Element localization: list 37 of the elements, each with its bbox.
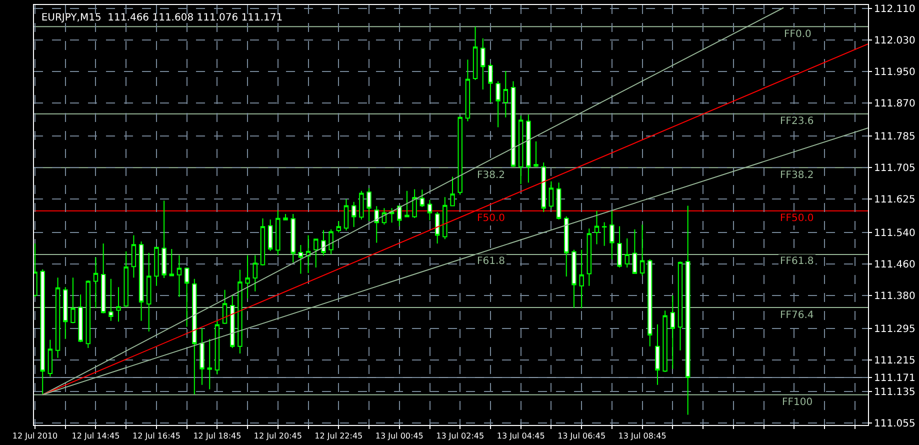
ref-line-label: FF23.6 <box>780 116 814 127</box>
x-tick-label: 12 Jul 2010 <box>12 432 58 441</box>
x-tick-label: 13 Jul 04:45 <box>496 432 545 441</box>
x-tick-label: 12 Jul 22:45 <box>314 432 363 441</box>
y-tick-label: 111.950 <box>874 66 916 78</box>
x-tick-label: 13 Jul 02:45 <box>436 432 484 441</box>
y-tick-label: 111.135 <box>874 387 916 398</box>
ref-line-label: FF0.0 <box>784 29 812 40</box>
y-tick-label: 111.625 <box>874 194 916 206</box>
ref-line-label: FF38.2 <box>780 170 814 181</box>
x-tick-label: 12 Jul 18:45 <box>193 432 242 441</box>
y-tick-label: 111.380 <box>874 290 916 302</box>
text: EURJPY,M15 111.466 111.608 111.076 111.171 <box>41 12 283 24</box>
y-tick-label: 112.030 <box>874 35 916 46</box>
y-tick-label: 111.460 <box>874 259 916 270</box>
x-tick-label: 12 Jul 20:45 <box>254 432 302 441</box>
x-tick-label: 12 Jul 16:45 <box>132 432 180 441</box>
x-tick-label: 13 Jul 08:45 <box>618 432 666 441</box>
annotation: F38.2 <box>477 170 506 181</box>
y-tick-label: 111.705 <box>874 163 916 174</box>
ref-line-label: FF50.0 <box>780 213 814 224</box>
x-tick-label: 13 Jul 00:45 <box>375 432 424 441</box>
annotation: F50.0 <box>477 213 506 224</box>
y-tick-label: 111.215 <box>874 356 916 367</box>
annotation: F61.8 <box>477 256 506 267</box>
ref-line-label: FF100 <box>782 397 813 408</box>
y-tick-label: 111.785 <box>874 132 916 143</box>
y-tick-label: 111.540 <box>874 228 916 239</box>
x-tick-label: 12 Jul 14:45 <box>72 432 120 441</box>
y-tick-label: 111.295 <box>874 324 916 336</box>
y-tick-label: 111.055 <box>874 418 916 430</box>
ref-line-label: FF76.4 <box>780 310 814 321</box>
y-tick-label: 111.870 <box>874 98 916 110</box>
x-tick-label: 13 Jul 06:45 <box>558 432 606 441</box>
ref-line-label: FF61.8 <box>780 256 814 267</box>
y-tick-label: 111.171 <box>874 372 916 384</box>
y-tick-label: 112.110 <box>874 4 916 16</box>
